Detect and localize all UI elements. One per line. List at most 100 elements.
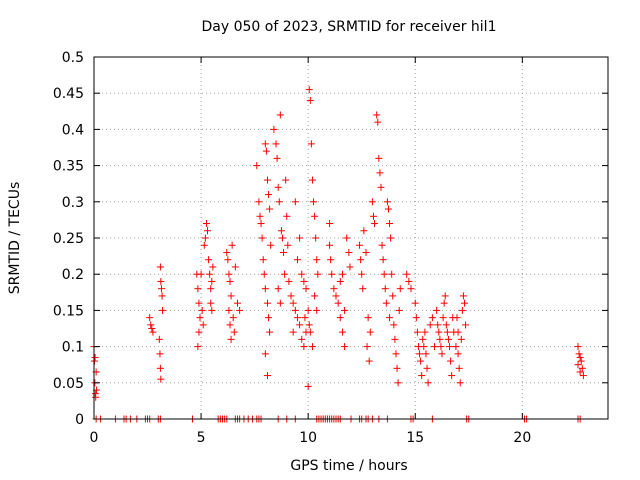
data-point — [375, 154, 383, 162]
data-point — [328, 270, 336, 278]
data-point — [359, 285, 367, 293]
data-point — [205, 256, 213, 264]
data-point — [422, 350, 430, 358]
data-point — [285, 277, 293, 285]
data-point — [308, 343, 316, 351]
data-point — [421, 328, 429, 336]
data-point — [226, 321, 234, 329]
data-point — [148, 325, 156, 332]
data-point — [306, 328, 314, 336]
x-tick-label: 0 — [90, 430, 99, 446]
data-point — [227, 292, 235, 300]
data-point — [407, 285, 415, 293]
data-point — [417, 357, 425, 365]
x-tick-label: 15 — [406, 430, 424, 446]
data-point — [405, 277, 413, 285]
data-point — [574, 361, 582, 369]
y-tick-label: 0.3 — [62, 195, 84, 211]
data-point — [283, 212, 291, 220]
data-point — [233, 299, 241, 307]
data-point — [579, 372, 587, 380]
data-point — [156, 350, 164, 358]
data-point — [428, 314, 436, 322]
data-point — [442, 321, 450, 329]
data-point — [287, 292, 295, 300]
data-point — [336, 277, 344, 285]
data-point — [230, 328, 238, 336]
data-point — [365, 357, 373, 365]
data-point — [155, 335, 163, 343]
data-point — [456, 379, 464, 387]
data-point — [578, 364, 586, 372]
data-point — [296, 234, 304, 242]
data-point — [231, 263, 239, 271]
data-point — [195, 299, 203, 307]
data-point — [260, 270, 268, 278]
data-point — [265, 314, 273, 322]
data-point — [330, 285, 338, 293]
data-point — [194, 343, 202, 351]
data-point — [261, 350, 269, 358]
data-point — [412, 314, 420, 322]
x-tick-label: 10 — [299, 430, 317, 446]
data-point — [310, 198, 318, 206]
data-point — [266, 328, 274, 336]
data-point — [426, 321, 434, 329]
data-point — [280, 248, 288, 256]
data-point — [577, 357, 585, 365]
x-axis-ticks: 0 5 10 15 20 — [90, 57, 531, 446]
data-point — [206, 270, 214, 278]
data-point — [346, 263, 354, 271]
data-point — [229, 314, 237, 322]
data-point — [392, 350, 400, 358]
data-point — [387, 234, 395, 242]
data-point — [360, 227, 368, 235]
y-tick-label: 0 — [75, 412, 84, 428]
data-point — [306, 96, 314, 104]
data-point — [423, 364, 431, 372]
data-point — [362, 248, 370, 256]
y-tick-label: 0.35 — [53, 159, 84, 175]
data-point — [225, 270, 233, 278]
data-point — [416, 350, 424, 358]
data-point — [265, 191, 273, 199]
data-point — [261, 140, 269, 148]
data-point — [204, 227, 212, 235]
data-point — [384, 205, 392, 213]
data-point — [389, 292, 397, 300]
data-point — [194, 285, 202, 293]
data-point — [431, 343, 439, 351]
data-point — [379, 256, 387, 264]
data-point — [455, 364, 463, 372]
data-point — [91, 353, 99, 361]
data-point — [298, 270, 306, 278]
data-point — [356, 241, 364, 249]
data-point — [575, 350, 583, 358]
data-point — [208, 306, 216, 314]
grid — [93, 56, 608, 420]
x-tick-label: 20 — [513, 430, 531, 446]
data-point — [338, 270, 346, 278]
data-point — [196, 314, 204, 322]
data-point — [255, 198, 263, 206]
data-point — [157, 277, 165, 285]
data-point — [308, 176, 316, 184]
data-point — [226, 277, 234, 285]
y-axis-ticks: 0 0.05 0.1 0.15 0.2 0.25 0.3 0.35 0.4 0.45 0.5 — [53, 50, 608, 428]
data-point — [452, 343, 460, 351]
data-point — [314, 270, 322, 278]
data-point — [373, 111, 381, 119]
data-point — [300, 277, 308, 285]
data-point — [156, 263, 164, 271]
data-point — [202, 220, 210, 228]
data-point — [228, 241, 236, 249]
data-point — [377, 183, 385, 191]
data-point — [256, 212, 264, 220]
data-point — [307, 140, 315, 148]
data-point — [157, 285, 165, 293]
data-point — [277, 227, 285, 235]
data-point — [273, 154, 281, 162]
data-point — [390, 321, 398, 329]
data-point — [326, 241, 334, 249]
data-point — [341, 306, 349, 314]
